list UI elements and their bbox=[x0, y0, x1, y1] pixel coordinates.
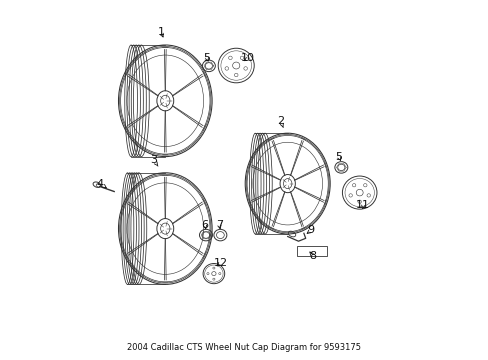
Text: 10: 10 bbox=[241, 53, 255, 63]
Text: 4: 4 bbox=[97, 179, 104, 189]
Text: 9: 9 bbox=[307, 225, 314, 235]
Text: 6: 6 bbox=[201, 220, 208, 230]
Text: 5: 5 bbox=[335, 152, 342, 162]
Text: 1: 1 bbox=[157, 27, 164, 37]
Bar bbox=[296, 246, 326, 256]
Text: 7: 7 bbox=[215, 220, 223, 230]
Text: 8: 8 bbox=[309, 251, 316, 261]
Text: 2: 2 bbox=[276, 116, 284, 126]
Text: 5: 5 bbox=[203, 53, 210, 63]
Text: 12: 12 bbox=[214, 258, 228, 268]
Text: 2004 Cadillac CTS Wheel Nut Cap Diagram for 9593175: 2004 Cadillac CTS Wheel Nut Cap Diagram … bbox=[127, 343, 361, 352]
Text: 11: 11 bbox=[356, 200, 369, 210]
Text: 3: 3 bbox=[150, 155, 157, 165]
